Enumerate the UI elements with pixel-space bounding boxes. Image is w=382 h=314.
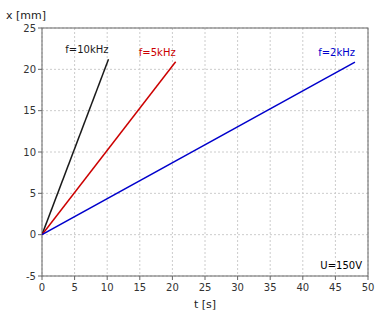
tick-mark bbox=[74, 276, 75, 280]
tick-label: 10 bbox=[23, 147, 36, 158]
tick-mark bbox=[335, 276, 336, 280]
grid-line bbox=[42, 110, 368, 111]
tick-label: 30 bbox=[231, 282, 244, 293]
tick-label: 15 bbox=[133, 282, 146, 293]
tick-mark bbox=[38, 234, 42, 235]
series-line bbox=[42, 62, 355, 235]
tick-mark bbox=[38, 69, 42, 70]
grid-line bbox=[42, 69, 368, 70]
line-label: f=10kHz bbox=[65, 44, 108, 55]
tick-label: 10 bbox=[101, 282, 114, 293]
series-line bbox=[42, 62, 176, 235]
tick-label: 40 bbox=[296, 282, 309, 293]
tick-label: 5 bbox=[30, 188, 36, 199]
annotation: U=150V bbox=[320, 260, 362, 271]
ticks: 05101520253035404550-50510152025 bbox=[23, 23, 374, 294]
grid-line bbox=[237, 28, 238, 276]
tick-mark bbox=[139, 276, 140, 280]
tick-mark bbox=[205, 276, 206, 280]
tick-mark bbox=[237, 276, 238, 280]
tick-label: 20 bbox=[23, 64, 36, 75]
tick-label: 0 bbox=[30, 229, 36, 240]
chart: 05101520253035404550-50510152025f=10kHzf… bbox=[0, 0, 382, 314]
tick-label: 25 bbox=[199, 282, 212, 293]
grid-line bbox=[42, 152, 368, 153]
tick-label: 25 bbox=[23, 23, 36, 34]
plot-frame bbox=[42, 28, 368, 276]
tick-mark bbox=[38, 110, 42, 111]
tick-label: 5 bbox=[71, 282, 77, 293]
line-label: f=5kHz bbox=[139, 47, 176, 58]
y-axis-label: x [mm] bbox=[6, 9, 46, 22]
tick-mark bbox=[107, 276, 108, 280]
grid-line bbox=[42, 193, 368, 194]
series-line bbox=[42, 59, 109, 234]
tick-label: -5 bbox=[26, 271, 36, 282]
tick-label: 15 bbox=[23, 105, 36, 116]
lines bbox=[42, 59, 355, 234]
tick-mark bbox=[38, 152, 42, 153]
tick-label: 50 bbox=[362, 282, 375, 293]
line-label: f=2kHz bbox=[318, 47, 355, 58]
x-axis-label: t [s] bbox=[194, 298, 216, 311]
grid-line bbox=[42, 234, 368, 235]
tick-mark bbox=[38, 193, 42, 194]
tick-mark bbox=[38, 28, 42, 29]
tick-mark bbox=[368, 276, 369, 280]
tick-label: 0 bbox=[39, 282, 45, 293]
tick-label: 45 bbox=[329, 282, 342, 293]
tick-mark bbox=[302, 276, 303, 280]
grid bbox=[42, 28, 368, 276]
tick-mark bbox=[270, 276, 271, 280]
tick-label: 20 bbox=[166, 282, 179, 293]
tick-mark bbox=[38, 276, 42, 277]
tick-label: 35 bbox=[264, 282, 277, 293]
tick-mark bbox=[172, 276, 173, 280]
tick-mark bbox=[42, 276, 43, 280]
grid-line bbox=[205, 28, 206, 276]
